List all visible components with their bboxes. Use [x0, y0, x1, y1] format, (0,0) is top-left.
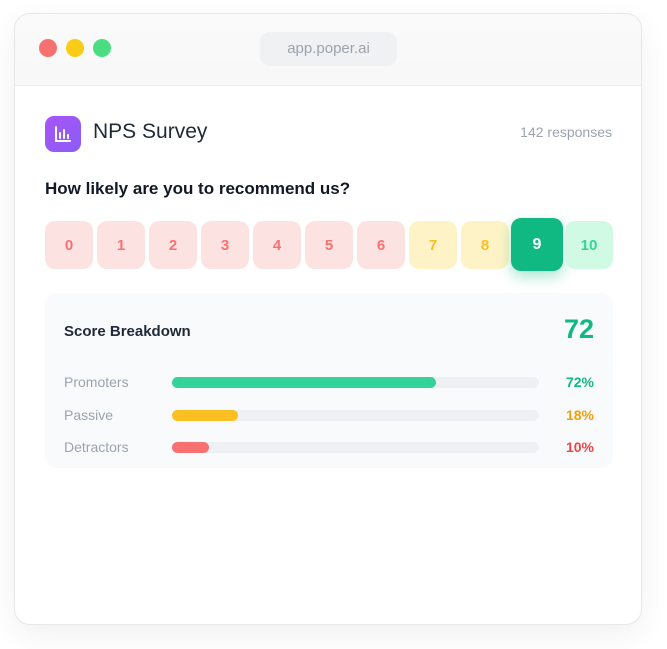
bar-fill	[172, 409, 239, 421]
icon-glyph	[55, 126, 71, 142]
scale-option[interactable]: 1	[97, 221, 145, 269]
title: NPS Survey	[93, 120, 208, 143]
scale-option[interactable]: 10	[565, 221, 613, 269]
bar-fill	[172, 442, 209, 453]
breakdown: Score Breakdown 72 Promoters 72% Passive 18…	[45, 293, 613, 468]
scale-option[interactable]: 3	[201, 221, 249, 269]
scale-option[interactable]: 2	[149, 221, 197, 269]
scale-option[interactable]: 7	[409, 221, 457, 269]
close-dot	[39, 39, 57, 57]
row-value: 18%	[565, 406, 594, 423]
bar-track	[172, 409, 539, 421]
scale-option[interactable]: 4	[253, 221, 301, 269]
scale-option[interactable]: 8	[461, 221, 509, 269]
bar-track	[172, 377, 539, 388]
survey-icon	[45, 116, 81, 152]
window: app.poper.ai NPS Survey 142 responses Ho…	[14, 13, 642, 625]
bar-track	[172, 442, 539, 453]
bar-fill	[172, 377, 437, 388]
breakdown-title: Score Breakdown	[64, 323, 191, 340]
scale-option[interactable]: 9	[511, 218, 563, 271]
row-label: Detractors	[64, 439, 129, 455]
scale-option[interactable]: 6	[357, 221, 405, 269]
scale-option[interactable]: 0	[45, 221, 93, 269]
row-label: Passive	[64, 406, 114, 423]
responses: 142 responses	[520, 124, 612, 140]
maximize-dot	[93, 39, 111, 57]
question: How likely are you to recommend us?	[45, 179, 351, 198]
row-value: 10%	[565, 439, 594, 455]
minimize-dot	[66, 39, 84, 57]
row-label: Promoters	[64, 374, 129, 390]
score: 72	[563, 314, 594, 344]
url: app.poper.ai	[260, 32, 397, 66]
scale-option[interactable]: 5	[305, 221, 353, 269]
row-value: 72%	[565, 374, 594, 390]
title-bar: app.poper.ai	[15, 14, 641, 86]
